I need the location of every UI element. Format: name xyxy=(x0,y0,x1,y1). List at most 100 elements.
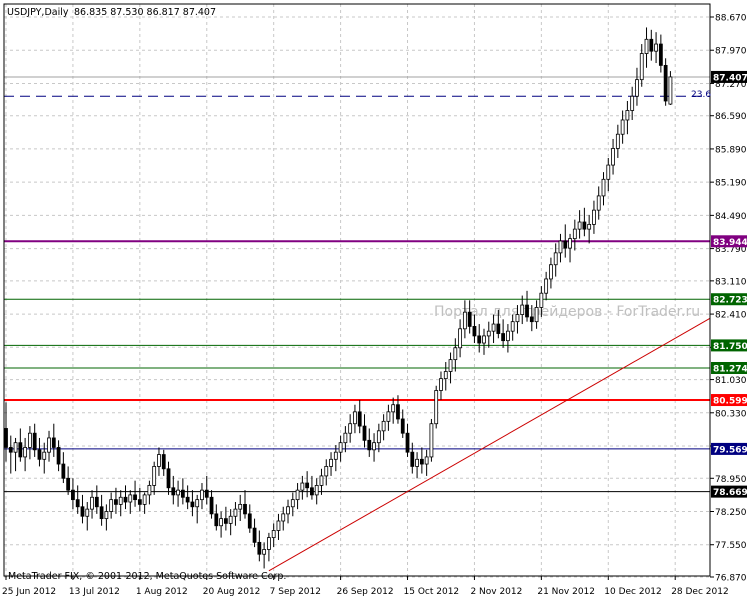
candle xyxy=(630,86,635,120)
level-price-text: 81.750 xyxy=(713,342,748,352)
y-tick-label: 78.950 xyxy=(715,475,747,485)
candle xyxy=(367,428,372,457)
x-tick-label: 15 Oct 2012 xyxy=(404,587,460,597)
level-price-tag xyxy=(711,339,747,352)
candle-body xyxy=(439,378,443,391)
candle-body xyxy=(649,38,654,52)
level-price-tag xyxy=(711,394,747,407)
candle-body xyxy=(477,335,482,344)
x-tick-label: 25 Jun 2012 xyxy=(2,587,56,597)
candle-body xyxy=(238,503,243,510)
y-tick-label: 82.410 xyxy=(715,311,747,321)
candle-body xyxy=(529,316,534,323)
candle xyxy=(525,290,529,322)
level-price-tag xyxy=(711,485,747,498)
candle-body xyxy=(544,278,549,294)
candle xyxy=(625,101,630,135)
candle xyxy=(343,426,348,453)
candle xyxy=(568,233,572,263)
candle-body xyxy=(419,458,424,465)
candle xyxy=(257,530,262,562)
candle-body xyxy=(453,347,458,361)
candle xyxy=(305,471,310,498)
candle xyxy=(611,138,615,175)
candle xyxy=(109,492,114,519)
level-price-text: 79.569 xyxy=(713,445,748,455)
candle-body xyxy=(223,518,228,524)
candle xyxy=(75,485,80,514)
candle-body xyxy=(568,238,572,249)
candle xyxy=(505,324,510,353)
level-price-tag xyxy=(711,70,747,83)
candle-body xyxy=(329,458,333,467)
y-tick-label: 85.190 xyxy=(715,179,747,189)
candle-body xyxy=(51,437,56,448)
candle xyxy=(329,452,333,476)
candle xyxy=(386,404,391,431)
candle-body xyxy=(23,447,28,458)
candle-body xyxy=(247,513,252,529)
candle-body xyxy=(572,228,577,240)
time-axis[interactable]: 25 Jun 2012 13 Jul 2012 1 Aug 2012 20 Aug 2… xyxy=(2,576,729,597)
candle xyxy=(66,466,71,495)
candle xyxy=(157,447,161,476)
candle-body xyxy=(415,458,419,467)
candle xyxy=(18,428,23,462)
candle xyxy=(549,257,553,289)
candle-body xyxy=(482,335,486,344)
x-tick-label: 1 Aug 2012 xyxy=(136,587,188,597)
candle xyxy=(467,300,472,334)
candle-body xyxy=(85,508,90,517)
price-axis[interactable]: 88.670 87.970 87.270 86.590 85.890 85.190 84.4… xyxy=(710,14,747,584)
candle xyxy=(200,483,204,510)
candle xyxy=(161,449,166,476)
candle xyxy=(553,243,558,277)
candle-body xyxy=(200,489,204,501)
candle xyxy=(286,499,290,524)
candle-body xyxy=(37,449,42,460)
candle-body xyxy=(625,110,630,121)
candle xyxy=(596,186,601,220)
candle-body xyxy=(658,43,663,66)
candle xyxy=(372,433,376,462)
candle xyxy=(582,207,587,237)
candle-body xyxy=(314,485,319,496)
candle-body xyxy=(271,530,276,539)
candle-body xyxy=(190,501,195,508)
candle xyxy=(228,509,233,536)
candle-body xyxy=(663,65,668,102)
candle-body xyxy=(281,513,286,522)
candle-body xyxy=(592,209,596,225)
candle xyxy=(32,423,37,457)
y-tick-label: 76.870 xyxy=(715,574,747,584)
candle xyxy=(587,214,592,244)
candle xyxy=(118,490,123,517)
candle xyxy=(266,532,271,562)
candle xyxy=(223,506,228,531)
x-tick-label: 2 Nov 2012 xyxy=(470,587,522,597)
candle-body xyxy=(525,304,529,318)
candle-body xyxy=(114,499,118,505)
candle xyxy=(252,518,257,548)
candles xyxy=(4,27,673,569)
candle-body xyxy=(462,311,467,330)
candle-body xyxy=(448,359,453,372)
level-price-tag xyxy=(711,293,747,306)
candle-body xyxy=(343,432,348,444)
candle xyxy=(142,492,147,514)
candle-body xyxy=(606,164,611,180)
candle-body xyxy=(635,79,639,97)
candle xyxy=(42,442,47,474)
level-price-text: 82.723 xyxy=(713,296,748,306)
candle-body xyxy=(472,326,477,337)
candle xyxy=(515,305,520,334)
candle-body xyxy=(80,506,85,517)
candle-body xyxy=(338,442,343,453)
candle xyxy=(439,371,443,400)
candle xyxy=(462,300,467,339)
candle-body xyxy=(94,496,99,508)
candle xyxy=(572,219,577,251)
candle-body xyxy=(496,323,501,334)
